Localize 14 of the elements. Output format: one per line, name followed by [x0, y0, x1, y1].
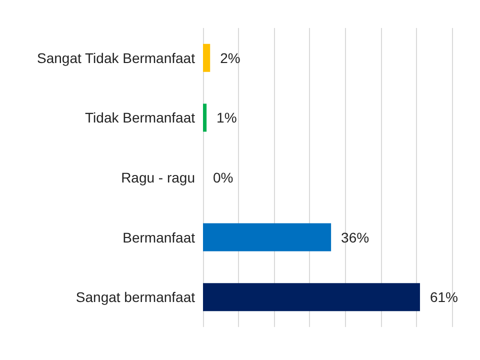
bar [203, 223, 332, 252]
y-tick-label: Ragu - ragu [121, 170, 195, 186]
data-label: 61% [430, 289, 458, 306]
data-label: 36% [341, 229, 370, 246]
y-tick-label: Sangat Tidak Bermanfaat [37, 50, 196, 66]
y-tick-label: Sangat bermanfaat [76, 289, 196, 306]
data-label: 2% [220, 50, 240, 66]
data-label: 1% [216, 110, 237, 126]
bar [203, 283, 420, 312]
y-tick-label: Bermanfaat [122, 229, 196, 246]
bar [203, 104, 207, 132]
y-tick-label: Tidak Bermanfaat [85, 110, 196, 126]
bar [203, 44, 210, 72]
data-label: 0% [213, 170, 234, 186]
